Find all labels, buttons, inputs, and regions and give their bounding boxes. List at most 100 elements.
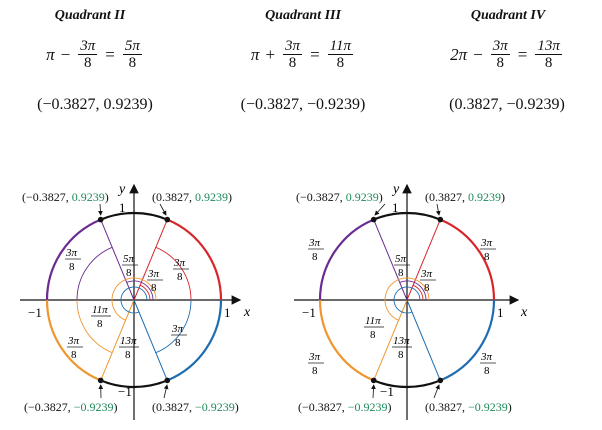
coord-q3: (−0.3827, −0.9239) (298, 400, 392, 414)
ref-arc-q2 (76, 246, 113, 301)
fraction: 3π 8 (490, 38, 510, 71)
angle-arc-3pi8 (412, 284, 424, 301)
radius-q4 (406, 299, 441, 381)
point-q1 (164, 216, 171, 223)
tick-y-1: 1 (392, 200, 399, 215)
fraction: 3π 8 (283, 38, 303, 71)
arc-q4 (439, 299, 496, 382)
lead-term: π (46, 44, 55, 64)
tick-x-1: 1 (497, 305, 504, 320)
svg-text:8: 8 (126, 267, 132, 279)
svg-text:8: 8 (177, 271, 183, 283)
ref-arc-q4 (155, 299, 192, 354)
angle-arc-5pi8 (126, 280, 154, 301)
angle-arc-5pi8 (399, 280, 427, 301)
svg-text:3π: 3π (173, 257, 186, 269)
equals: = (310, 44, 320, 64)
coord-q2: (−0.3827, 0.9239) (22, 190, 109, 204)
angle-arc-13pi8 (393, 286, 421, 314)
point-q3 (370, 377, 377, 384)
svg-text:3π: 3π (480, 237, 493, 249)
coord-q4: (0.3827, −0.9239) (425, 400, 512, 414)
result-fraction: 11π 8 (327, 38, 354, 71)
svg-text:3π: 3π (171, 323, 184, 335)
arc-q2-top (373, 211, 408, 221)
quadrant-iv-point: (0.3827, −0.9239) (449, 96, 565, 113)
operator: − (60, 44, 71, 64)
lead-term: 2π (450, 44, 468, 64)
arc-q3 (45, 299, 102, 382)
ref-arc-q1 (155, 246, 192, 301)
radius-q1 (133, 219, 168, 301)
coord-q3: (−0.3827, −0.9239) (24, 400, 118, 414)
point-q2 (370, 216, 377, 223)
lead-term: π (250, 44, 260, 64)
label-3pi8-q3: 3π8 (67, 335, 83, 361)
coord-q4: (0.3827, −0.9239) (152, 400, 239, 414)
svg-text:8: 8 (312, 251, 318, 263)
operator: + (265, 44, 276, 64)
coord-q2: (−0.3827, 0.9239) (296, 190, 383, 204)
label-3pi8-q1: 3π8 (173, 257, 189, 283)
svg-text:8: 8 (97, 318, 103, 330)
svg-text:3π: 3π (308, 351, 321, 363)
svg-text:8: 8 (484, 365, 490, 377)
label-3pi8-q3-outer: 3π8 (308, 351, 324, 377)
label-5pi8: 5π8 (394, 253, 410, 279)
radius-q3 (100, 299, 135, 381)
quadrant-iii-point: (−0.3827, −0.9239) (240, 96, 366, 113)
label-5pi8: 5π8 (122, 253, 138, 279)
tick-y-1: 1 (119, 200, 126, 215)
svg-text:13π: 13π (393, 335, 410, 347)
svg-text:5π: 5π (395, 253, 407, 265)
svg-text:8: 8 (424, 282, 430, 294)
radius-q1 (406, 219, 441, 301)
label-3pi8-q2: 3π8 (65, 247, 81, 273)
left-unit-circle: x y 1 1 (20, 182, 251, 420)
svg-text:8: 8 (125, 349, 131, 361)
quadrant-ii-point: (−0.3827, 0.9239) (37, 96, 153, 113)
label-3pi8-q2-outer: 3π8 (308, 237, 324, 263)
pointer-q1 (159, 203, 167, 216)
arc-q1 (439, 218, 496, 301)
x-axis-label: x (520, 305, 528, 320)
label-3pi8-q4-outer: 3π8 (480, 351, 496, 377)
pointer-q1 (435, 203, 441, 216)
point-q2 (97, 216, 104, 223)
quadrant-ii-equation: π − 3π 8 = 5π 8 (0, 38, 190, 71)
radius-q3 (373, 299, 408, 381)
angle-arc-11pi8 (111, 277, 157, 321)
point-q4 (164, 377, 171, 384)
svg-text:8: 8 (370, 329, 376, 341)
svg-text:11π: 11π (92, 304, 108, 316)
svg-text:8: 8 (71, 349, 77, 361)
coord-q1: (0.3827, 0.9239) (152, 190, 232, 204)
arc-bottom (100, 379, 168, 389)
equals: = (105, 44, 115, 64)
pointer-q2 (374, 203, 386, 216)
svg-text:8: 8 (398, 267, 404, 279)
quadrant-iv-equation: 2π − 3π 8 = 13π 8 (412, 38, 602, 71)
y-axis-label: y (117, 182, 126, 197)
svg-text:13π: 13π (120, 335, 137, 347)
radius-q4 (133, 299, 168, 381)
svg-text:5π: 5π (123, 253, 135, 265)
quadrant-iii-equation: π + 3π 8 = 11π 8 (208, 38, 398, 71)
point-q4 (437, 377, 444, 384)
result-fraction: 5π 8 (122, 38, 142, 71)
tick-y-neg1: −1 (380, 384, 394, 399)
tick-x-neg1: −1 (28, 305, 42, 320)
arc-q4 (166, 299, 223, 382)
svg-text:8: 8 (151, 282, 157, 294)
tick-x-neg1: −1 (302, 305, 316, 320)
label-3pi8-center: 3π8 (147, 268, 163, 294)
label-3pi8-q4: 3π8 (171, 323, 187, 349)
radius-q2 (100, 219, 135, 301)
pointer-q4 (433, 384, 440, 399)
quadrant-iv-title: Quadrant IV (470, 8, 546, 23)
label-3pi8-q1-outer: 3π8 (480, 237, 496, 263)
